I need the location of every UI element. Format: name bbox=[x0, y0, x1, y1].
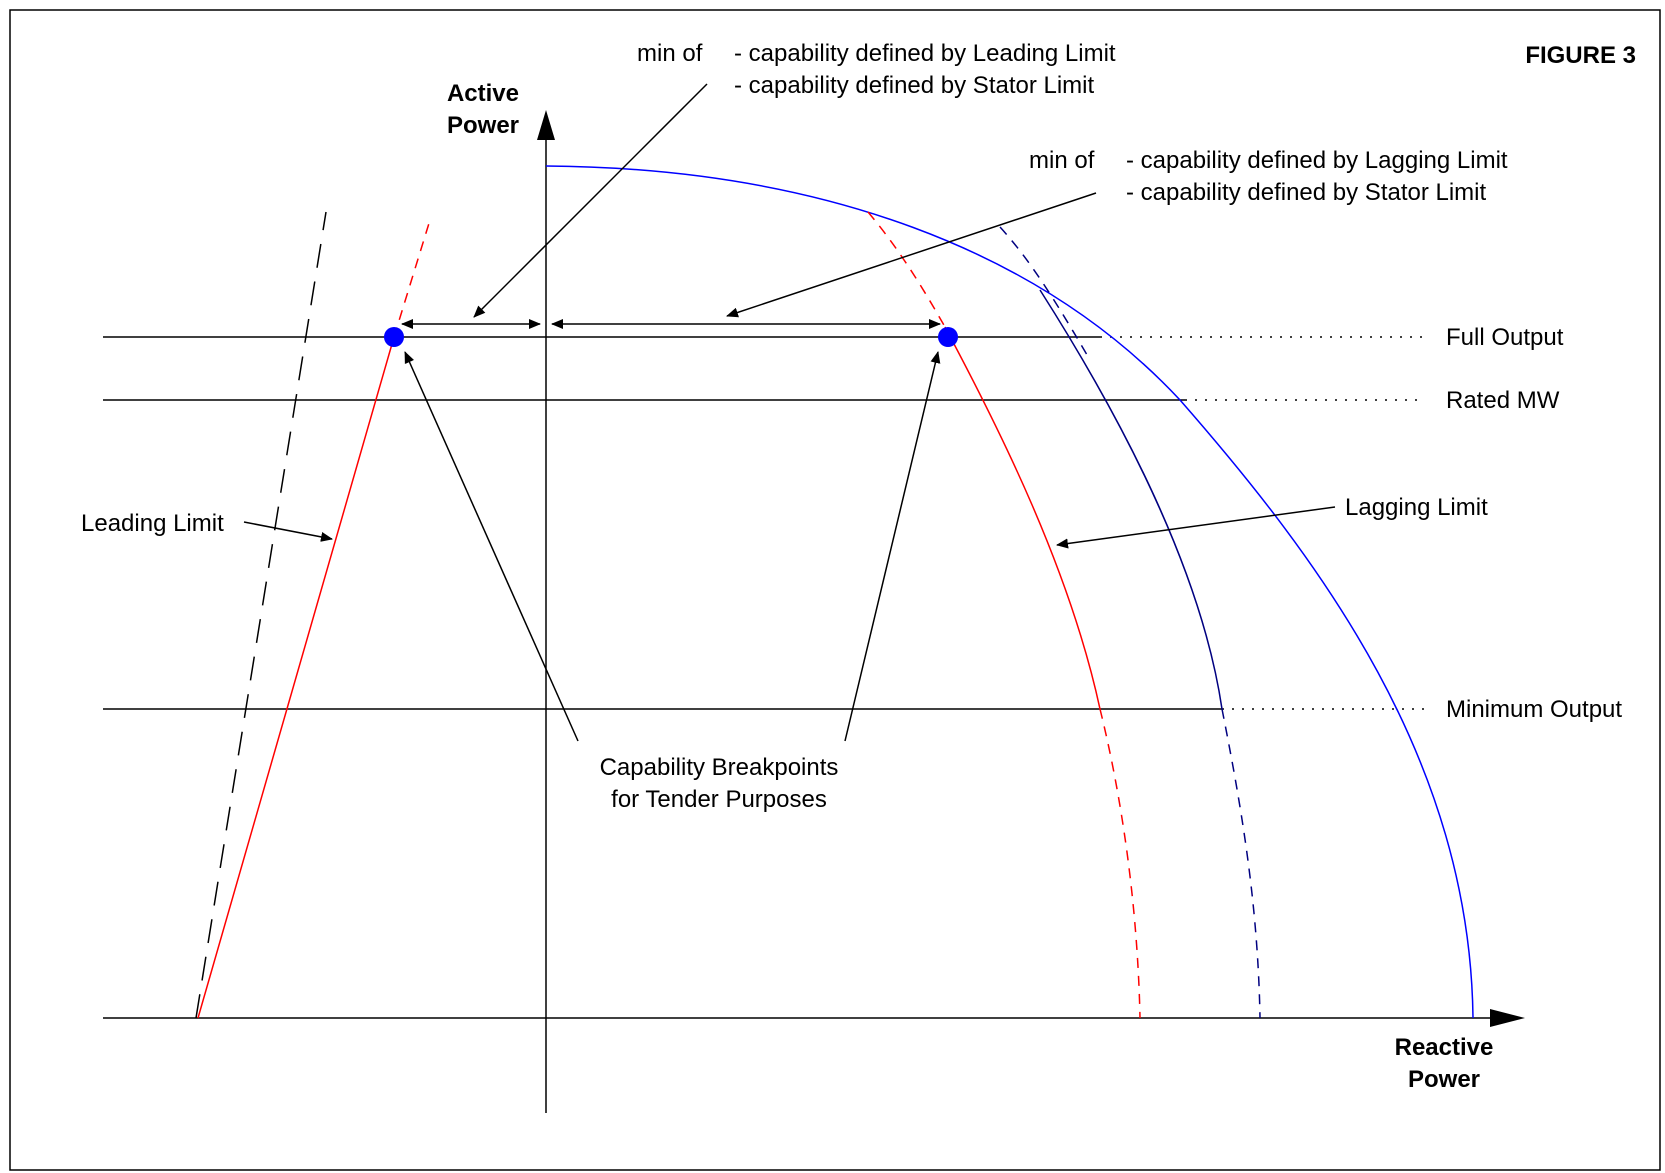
x-axis-label-line2: Power bbox=[1408, 1066, 1480, 1093]
y-axis-label-line2: Power bbox=[447, 112, 519, 139]
rated-mw-label: Rated MW bbox=[1446, 387, 1560, 414]
lagging-min-of-label: min of bbox=[1029, 147, 1095, 174]
x-axis-arrowhead bbox=[1490, 1009, 1525, 1027]
minimum-output-label: Minimum Output bbox=[1446, 696, 1622, 723]
leading-min-of-label: min of bbox=[637, 40, 703, 67]
lagging-breakpoint bbox=[938, 327, 958, 347]
leading-reference-dashed bbox=[195, 211, 327, 1019]
lagging-limit-dashed-upper bbox=[867, 211, 946, 328]
leading-limit-label: Leading Limit bbox=[81, 510, 224, 537]
leading-annotation-line1: - capability defined by Leading Limit bbox=[734, 40, 1116, 67]
dark-blue-dashed-upper bbox=[999, 226, 1091, 361]
leading-breakpoint bbox=[384, 327, 404, 347]
leading-min-pointer bbox=[473, 83, 708, 318]
lagging-limit-label: Lagging Limit bbox=[1345, 494, 1488, 521]
leading-limit-pointer bbox=[243, 521, 333, 542]
breakpoint-pointer-left bbox=[404, 351, 579, 742]
figure-label: FIGURE 3 bbox=[1525, 42, 1636, 69]
breakpoints-label-line1: Capability Breakpoints bbox=[600, 754, 839, 781]
lagging-min-pointer bbox=[726, 192, 1097, 318]
breakpoint-pointer-right bbox=[844, 351, 941, 742]
breakpoints-label-line2: for Tender Purposes bbox=[611, 786, 827, 813]
lagging-limit-curve bbox=[944, 326, 1101, 710]
leading-limit-dashed-upper bbox=[393, 219, 431, 338]
y-axis-label-line1: Active bbox=[447, 80, 519, 107]
lagging-limit-pointer bbox=[1056, 506, 1336, 549]
leading-limit-line bbox=[197, 336, 395, 1019]
y-axis-arrowhead bbox=[537, 110, 555, 140]
stator-limit-curve bbox=[545, 165, 1474, 1019]
leading-annotation-line2: - capability defined by Stator Limit bbox=[734, 72, 1095, 99]
lagging-limit-dashed-lower bbox=[1099, 708, 1141, 1019]
full-output-label: Full Output bbox=[1446, 324, 1564, 351]
x-axis-label-line1: Reactive bbox=[1395, 1034, 1494, 1061]
lagging-annotation-line2: - capability defined by Stator Limit bbox=[1126, 179, 1487, 206]
dark-blue-dashed-lower bbox=[1221, 708, 1261, 1019]
figure-frame bbox=[9, 9, 1661, 1171]
dark-blue-curve bbox=[1039, 289, 1223, 710]
lagging-annotation-line1: - capability defined by Lagging Limit bbox=[1126, 147, 1508, 174]
